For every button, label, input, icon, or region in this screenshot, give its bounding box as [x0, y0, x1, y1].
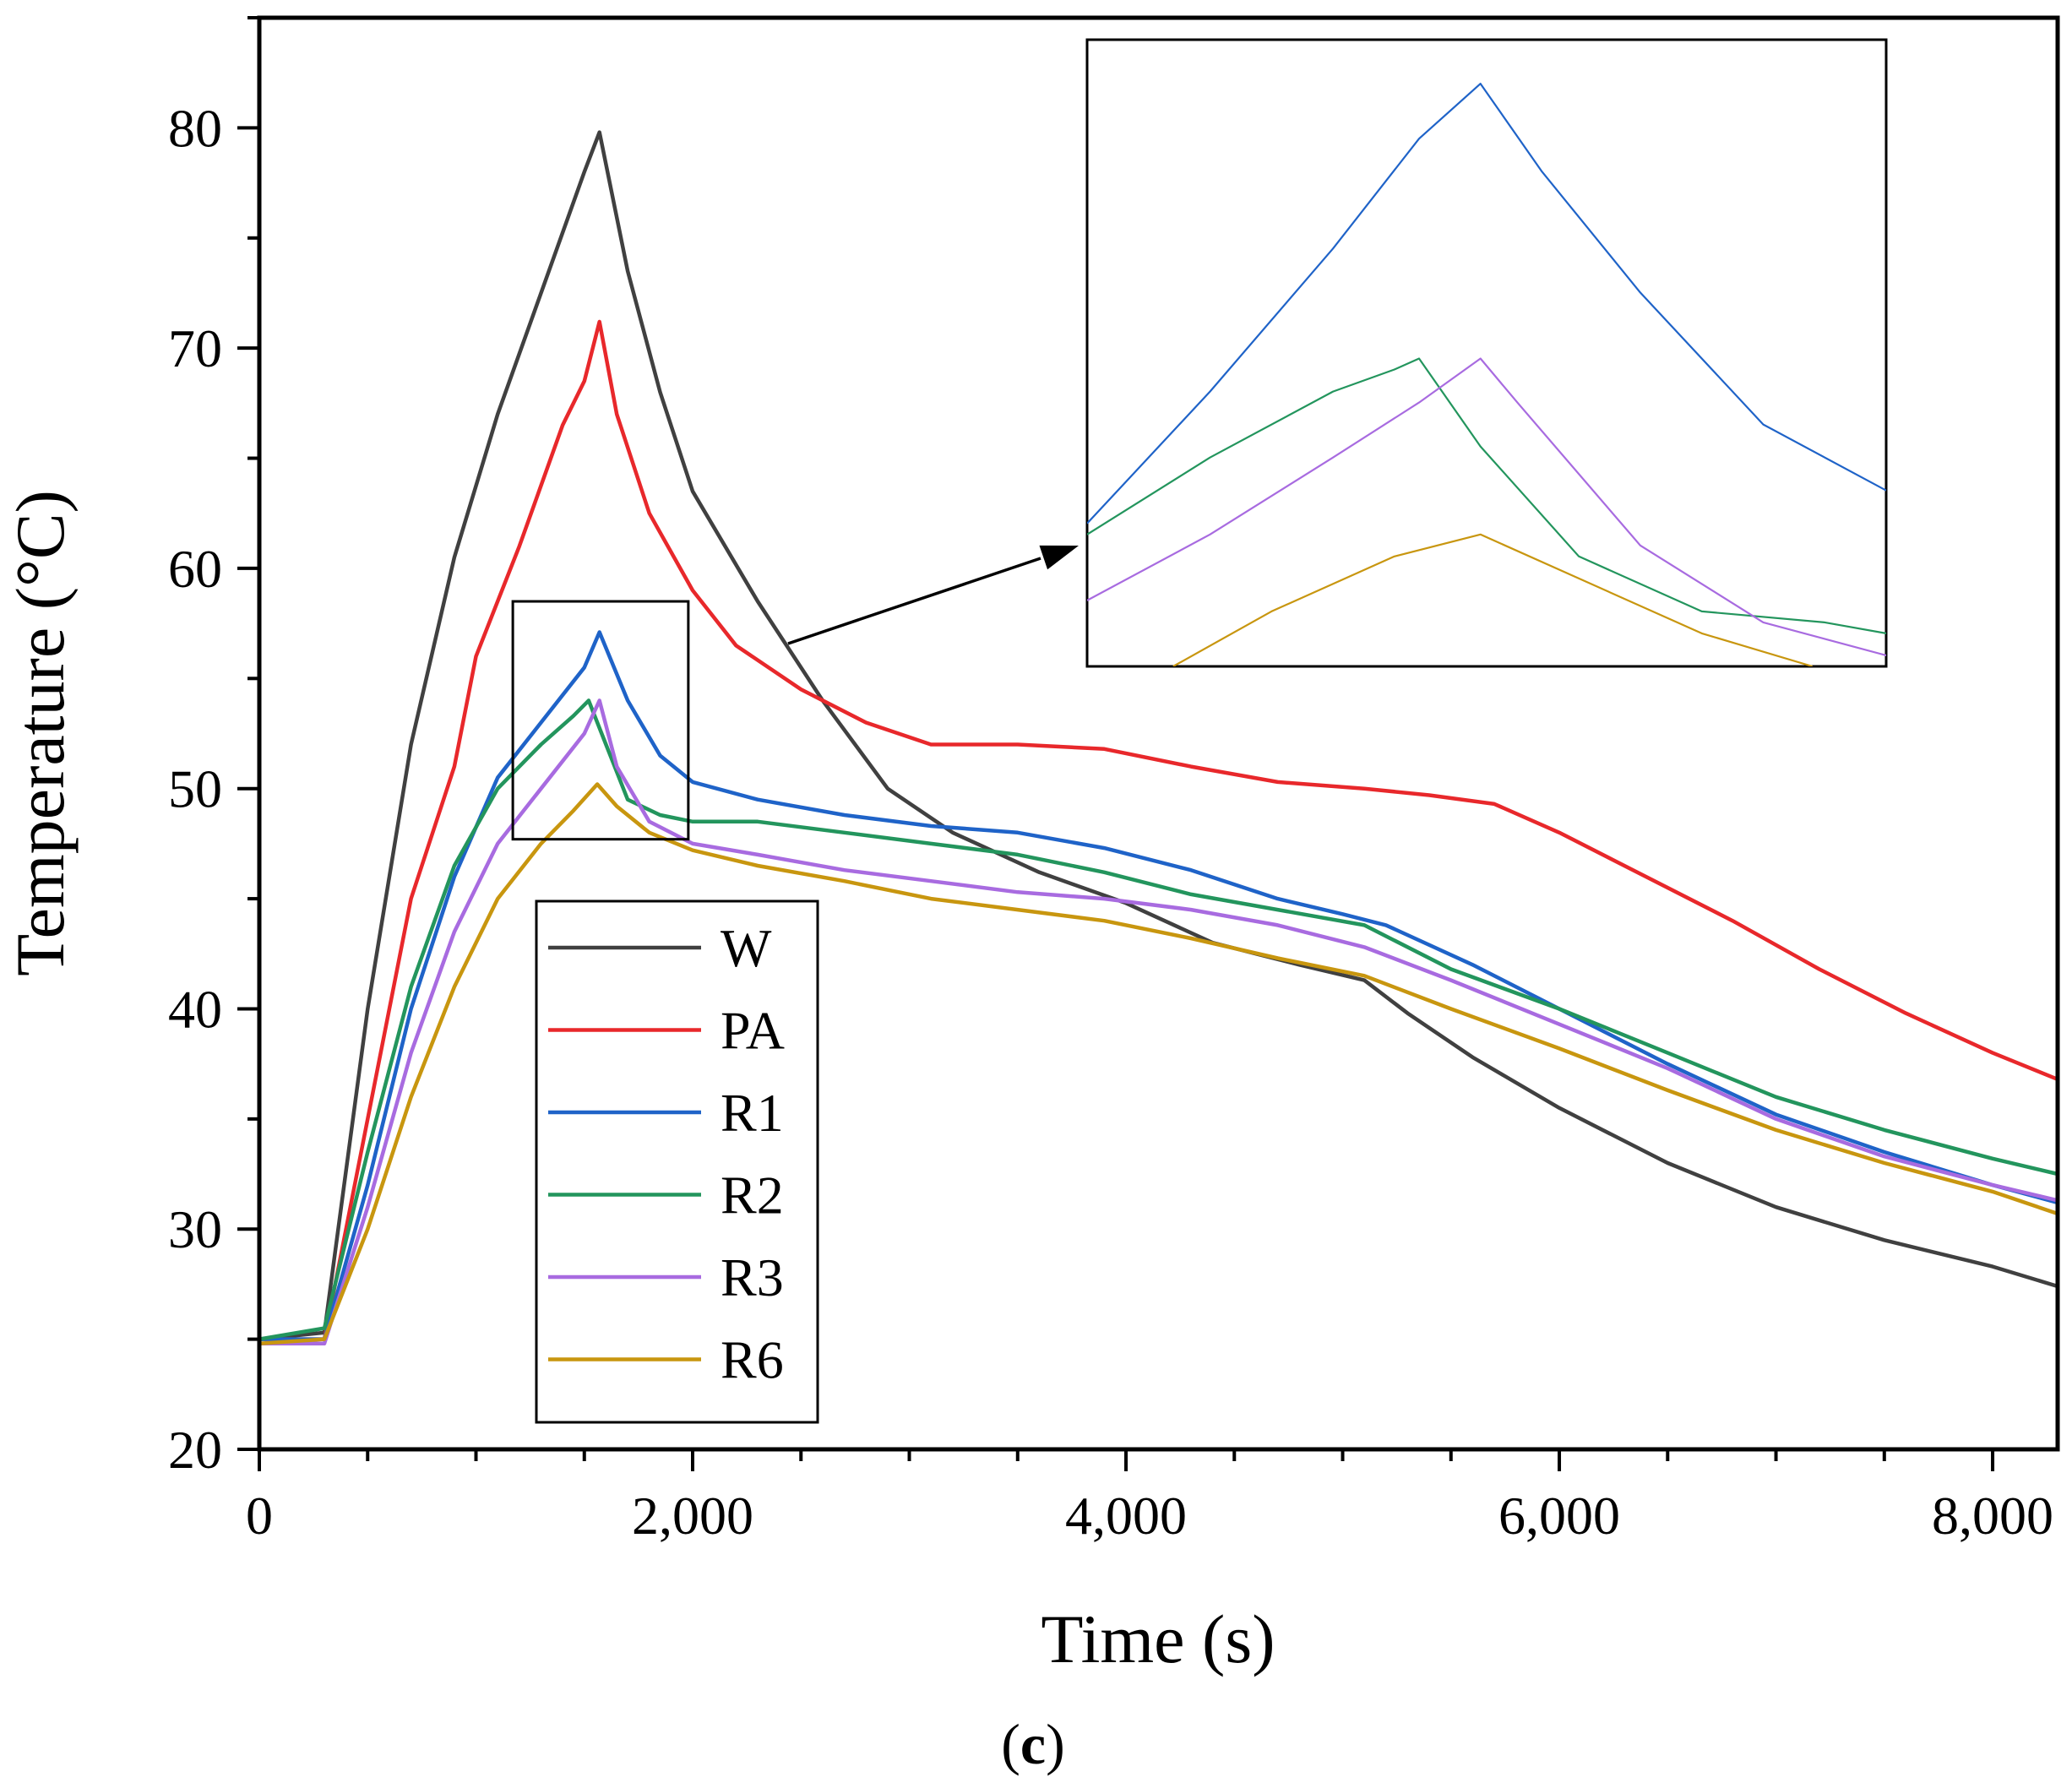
legend-label-r3: R3 — [721, 1247, 784, 1307]
y-tick-label-20: 20 — [168, 1420, 222, 1480]
legend-label-w: W — [721, 918, 772, 978]
legend-item-pa: PA — [548, 1001, 785, 1061]
series-line-r6 — [258, 782, 2058, 1346]
axis-ticks-group — [237, 16, 1995, 1471]
legend-label-pa: PA — [721, 1001, 785, 1061]
legend-item-w: W — [548, 918, 772, 978]
legend-item-r2: R2 — [548, 1166, 784, 1226]
series-line-r3 — [259, 698, 2058, 1346]
x-tick-label-6000: 6,000 — [1498, 1486, 1620, 1546]
legend-label-r1: R1 — [721, 1083, 784, 1143]
legend: W PA R1 R2 R3 R6 — [535, 899, 819, 1424]
x-axis-title: Time (s) — [1041, 1601, 1275, 1677]
series-line-pa — [259, 319, 2058, 1341]
series-line-r2 — [258, 698, 2058, 1341]
zoom-arrow-head — [1039, 545, 1079, 570]
zoom-arrow-line — [787, 557, 1041, 645]
series-line-w — [258, 130, 2058, 1341]
x-tick-label-4000: 4,000 — [1065, 1486, 1187, 1546]
zoom-region-box — [511, 600, 690, 841]
legend-item-r3: R3 — [548, 1247, 784, 1307]
legend-label-r6: R6 — [721, 1330, 784, 1390]
y-tick-label-30: 30 — [168, 1199, 222, 1259]
series-line-r1 — [259, 630, 2058, 1341]
inset-series-line-r6 — [1172, 533, 1814, 666]
y-tick-label-40: 40 — [168, 979, 222, 1039]
figure-caption: (c) — [1001, 1712, 1065, 1776]
legend-label-r2: R2 — [721, 1166, 784, 1226]
zoom-box-group — [511, 545, 1079, 841]
tick-labels-group: 0 2,000 4,000 6,000 8,000 20 30 40 50 60 70 80 — [168, 98, 2053, 1546]
x-tick-label-2000: 2,000 — [632, 1486, 753, 1546]
y-tick-label-50: 50 — [168, 759, 222, 819]
y-tick-label-80: 80 — [168, 98, 222, 158]
y-tick-label-70: 70 — [168, 318, 222, 378]
caption-letter: c — [1020, 1712, 1046, 1776]
y-tick-label-60: 60 — [168, 539, 222, 599]
x-tick-label-0: 0 — [246, 1486, 273, 1546]
inset-series-line-r1 — [1087, 82, 1886, 524]
inset-series-group — [1087, 82, 1886, 666]
inset-series-line-r3 — [1087, 357, 1886, 657]
legend-item-r1: R1 — [548, 1083, 784, 1143]
y-axis-title: Temperature (°C) — [2, 490, 79, 976]
inset-series-line-r2 — [1087, 357, 1886, 634]
plot-frame — [257, 15, 2060, 1452]
legend-item-r6: R6 — [548, 1330, 784, 1390]
x-tick-label-8000: 8,000 — [1932, 1486, 2053, 1546]
plot-series-group — [258, 130, 2058, 1346]
inset-panel — [1085, 38, 1888, 668]
inset-frame — [1085, 38, 1888, 668]
legend-frame — [535, 899, 819, 1424]
